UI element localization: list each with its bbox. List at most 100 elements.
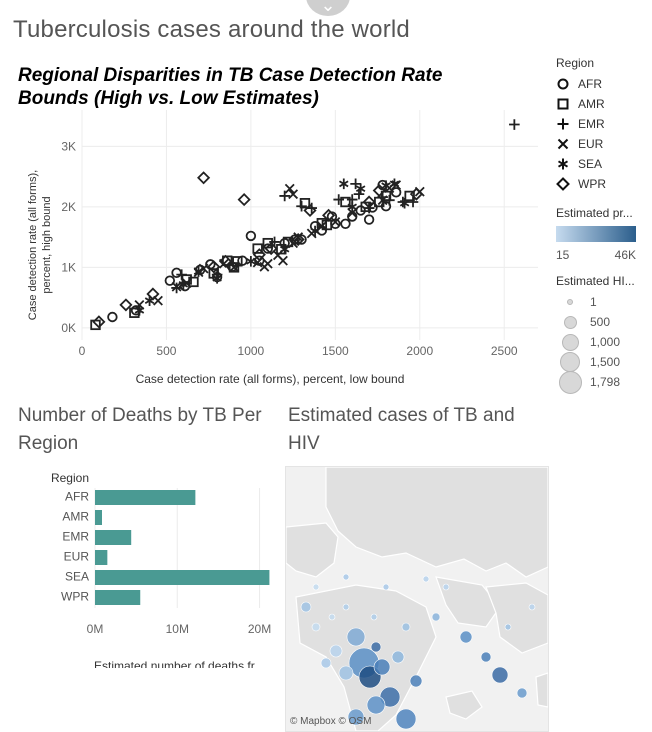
map-bubble[interactable]	[391, 650, 405, 664]
map-bubble[interactable]	[300, 601, 312, 613]
map-bubble[interactable]	[328, 613, 336, 621]
map-bubble[interactable]	[366, 695, 386, 715]
map-bubble[interactable]	[395, 708, 417, 730]
scatter-point-amr[interactable]	[340, 196, 351, 208]
top-handle[interactable]: ⌄	[306, 0, 350, 16]
scatter-point-emr[interactable]	[407, 196, 419, 208]
scatter-point-eur[interactable]	[171, 281, 182, 292]
scatter-point-sea[interactable]	[355, 183, 366, 194]
scatter-point-wpr[interactable]	[252, 248, 266, 262]
scatter-point-wpr[interactable]	[362, 195, 376, 209]
map-bubble[interactable]	[431, 612, 441, 622]
map-bubble[interactable]	[347, 708, 365, 726]
scatter-point-eur[interactable]	[262, 258, 273, 269]
scatter-point-eur[interactable]	[293, 232, 304, 243]
world-map[interactable]: © Mapbox © OSM	[285, 466, 549, 732]
scatter-point-amr[interactable]	[299, 198, 311, 209]
map-bubble[interactable]	[338, 665, 354, 681]
scatter-point-amr[interactable]	[252, 243, 263, 254]
map-bubble[interactable]	[382, 583, 390, 591]
scatter-point-sea[interactable]	[381, 180, 391, 191]
legend-item-emr[interactable]: EMR	[556, 114, 652, 134]
scatter-point-afr[interactable]	[171, 267, 182, 279]
scatter-point-sea[interactable]	[134, 305, 145, 316]
legend-item-wpr[interactable]: WPR	[556, 174, 652, 194]
legend-item-afr[interactable]: AFR	[556, 74, 652, 94]
map-canvas[interactable]	[286, 467, 548, 731]
size-legend-item[interactable]: 500	[556, 312, 652, 332]
size-legend-item[interactable]: 1,500	[556, 352, 652, 372]
map-bubble[interactable]	[312, 583, 320, 591]
scatter-point-wpr[interactable]	[322, 208, 336, 222]
scatter-point-eur[interactable]	[284, 183, 295, 194]
scatter-point-emr[interactable]	[509, 119, 520, 130]
map-bubble[interactable]	[373, 658, 391, 676]
bar-sea[interactable]	[95, 570, 270, 585]
scatter-point-sea[interactable]	[399, 197, 410, 209]
bar-eur[interactable]	[95, 550, 108, 565]
color-gradient-bar[interactable]	[556, 226, 636, 242]
scatter-point-sea[interactable]	[339, 178, 349, 190]
map-bubble[interactable]	[491, 666, 509, 684]
legend-item-eur[interactable]: EUR	[556, 134, 652, 154]
map-bubble[interactable]	[342, 603, 350, 611]
scatter-point-wpr[interactable]	[372, 183, 386, 198]
map-bubble[interactable]	[329, 644, 343, 658]
legend-item-sea[interactable]: SEA	[556, 154, 652, 174]
scatter-point-afr[interactable]	[363, 214, 375, 225]
scatter-point-sea[interactable]	[389, 178, 400, 190]
map-bubble[interactable]	[504, 623, 512, 631]
bar-emr[interactable]	[95, 530, 132, 545]
map-bubble[interactable]	[516, 687, 528, 699]
scatter-point-emr[interactable]	[384, 194, 395, 206]
scatter-point-eur[interactable]	[377, 195, 388, 206]
map-bubble[interactable]	[311, 622, 321, 632]
scatter-point-wpr[interactable]	[92, 315, 106, 329]
scatter-point-eur[interactable]	[288, 189, 299, 200]
scatter-point-wpr[interactable]	[264, 242, 278, 256]
size-legend-item[interactable]: 1,798	[556, 370, 652, 394]
scatter-point-emr[interactable]	[176, 269, 187, 280]
scatter-point-afr[interactable]	[164, 275, 176, 286]
scatter-point-sea[interactable]	[246, 256, 256, 267]
scatter-point-amr[interactable]	[232, 256, 243, 267]
map-bubble[interactable]	[442, 583, 450, 591]
bar-afr[interactable]	[95, 490, 196, 505]
scatter-point-afr[interactable]	[262, 243, 273, 254]
bar-amr[interactable]	[95, 510, 102, 525]
scatter-point-wpr[interactable]	[237, 193, 251, 207]
map-bubble[interactable]	[346, 627, 366, 647]
scatter-point-eur[interactable]	[278, 255, 288, 266]
scatter-point-wpr[interactable]	[146, 287, 160, 301]
scatter-point-afr[interactable]	[390, 187, 402, 198]
map-bubble[interactable]	[401, 622, 411, 632]
scatter-point-emr[interactable]	[296, 200, 307, 212]
map-bubble[interactable]	[370, 641, 382, 653]
scatter-point-amr[interactable]	[208, 268, 219, 279]
size-legend-item[interactable]: 1,000	[556, 332, 652, 352]
scatter-chart[interactable]: 0K 1K 2K 3K 0 500 1000 1500 2000 2500 Case detecti…	[0, 110, 552, 400]
map-bubble[interactable]	[459, 630, 473, 644]
scatter-point-emr[interactable]	[350, 178, 361, 190]
scatter-point-sea[interactable]	[347, 201, 357, 213]
scatter-point-wpr[interactable]	[207, 260, 221, 274]
scatter-point-afr[interactable]	[107, 311, 118, 323]
scatter-point-sea[interactable]	[193, 266, 204, 277]
map-bubble[interactable]	[528, 603, 536, 611]
deaths-bar-chart[interactable]: Region AFR AMR EMR EUR SEA WPR 0M 10M 20M Estimate…	[0, 468, 285, 668]
scatter-point-wpr[interactable]	[119, 298, 133, 312]
map-bubble[interactable]	[370, 613, 378, 621]
scatter-point-emr[interactable]	[333, 194, 345, 205]
scatter-point-sea[interactable]	[310, 225, 320, 237]
scatter-point-wpr[interactable]	[303, 203, 317, 218]
legend-item-amr[interactable]: AMR	[556, 94, 652, 114]
scatter-point-amr[interactable]	[228, 262, 240, 273]
bar-wpr[interactable]	[95, 590, 141, 605]
size-legend-item[interactable]: 1	[556, 292, 652, 312]
map-bubble[interactable]	[422, 575, 430, 583]
scatter-point-wpr[interactable]	[409, 187, 423, 201]
scatter-point-sea[interactable]	[178, 279, 189, 290]
map-bubble[interactable]	[342, 573, 350, 581]
scatter-point-wpr[interactable]	[218, 254, 233, 268]
scatter-point-wpr[interactable]	[197, 171, 211, 185]
